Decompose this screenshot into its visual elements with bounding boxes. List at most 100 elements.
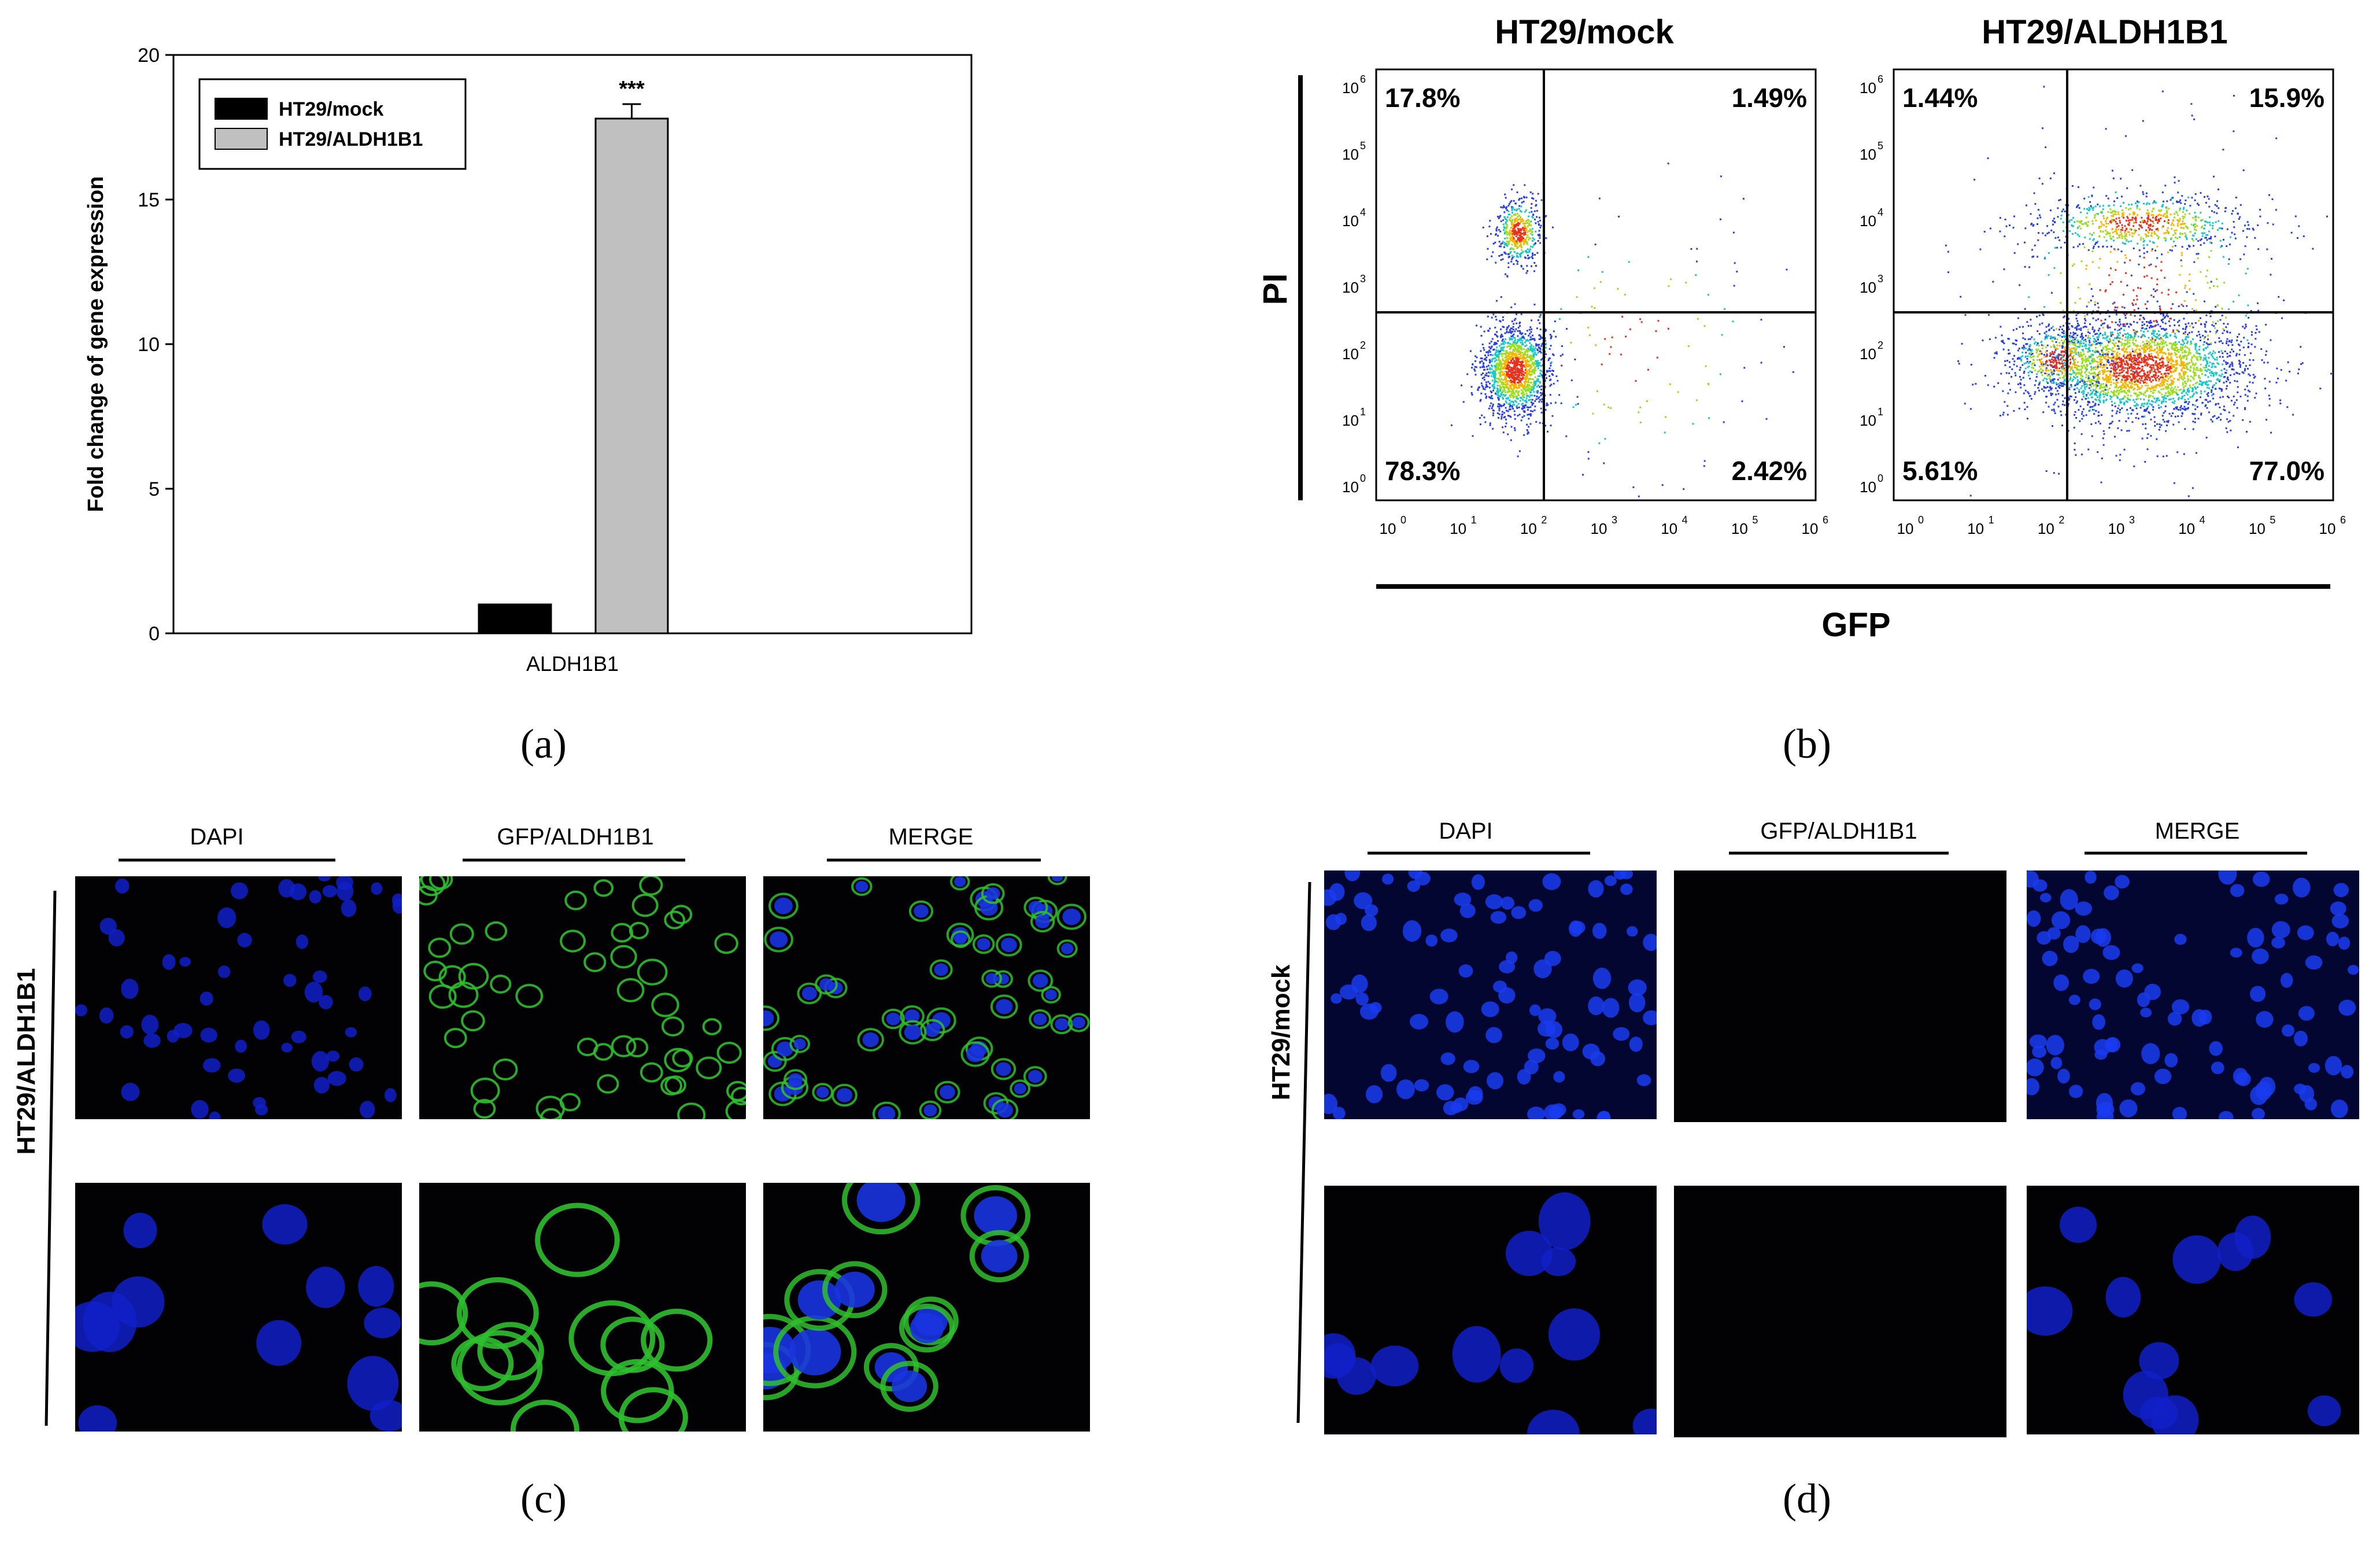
flow-event [1527,370,1529,372]
y-tick-exponent: 2 [1360,340,1366,351]
flow-event [1703,465,1705,467]
x-tick-exponent: 1 [1471,514,1477,526]
flow-event [2215,305,2217,308]
flow-event [2183,332,2185,334]
flow-event [2037,342,2039,344]
flow-event [1520,252,1522,254]
flow-event [2156,438,2158,440]
flow-event [2122,342,2124,345]
flow-event [1511,393,1513,395]
flow-event [1497,235,1499,237]
flow-event [1518,322,1521,324]
flow-event [1535,345,1538,347]
flow-event [2082,382,2085,384]
flow-event [1760,319,1762,321]
flow-event [2002,411,2005,414]
flow-event [2109,395,2111,397]
flow-event [2231,339,2233,341]
flow-event [1530,331,1532,333]
flow-event [2127,370,2129,372]
flow-event [2187,363,2189,366]
flow-event [1522,222,1524,224]
flow-event [1517,216,1519,217]
flow-event [2179,208,2181,209]
flow-event [2218,403,2219,405]
flow-event [2171,353,2173,355]
flow-event [2125,333,2127,335]
flow-event [1503,211,1506,213]
flow-event [2090,206,2093,208]
flow-event [1517,371,1520,373]
flow-event [1533,262,1536,264]
flow-event [1506,371,1508,373]
x-tick-label: 10 [1380,520,1396,537]
flow-event [2116,361,2119,364]
flow-event [2126,376,2128,378]
flow-event [2112,353,2115,355]
flow-event [2069,332,2072,334]
flow-event [2112,368,2115,370]
flow-event [2134,401,2136,403]
flow-event [2148,322,2150,324]
flow-event [2113,362,2115,364]
flow-event [2238,360,2240,362]
flow-event [2249,381,2251,383]
flow-event [2220,419,2222,421]
flow-event [1703,460,1706,462]
flow-event [1506,225,1508,227]
flow-event [1523,338,1525,340]
flow-event [1530,245,1532,248]
flow-event [1539,392,1542,394]
flow-event [1519,346,1521,348]
flow-event [2235,371,2238,374]
flow-event [1497,356,1499,358]
flow-event [1488,371,1490,374]
flow-event [1491,391,1493,393]
flow-event [2109,398,2112,400]
flow-event [2030,319,2032,321]
flow-event [2097,376,2100,378]
flow-event [2178,324,2181,327]
flow-event [2078,346,2080,348]
flow-event [1519,322,1521,323]
flow-event [1496,364,1499,366]
flow-event [1510,260,1513,263]
flow-event [1483,366,1485,368]
flow-event [2129,366,2131,368]
flow-event [1509,366,1511,368]
y-tick-exponent: 3 [1360,273,1366,285]
flow-event [2150,418,2152,420]
flow-event [1532,389,1534,391]
flow-event [2137,353,2139,355]
bar-aldh1b1 [594,117,669,634]
flow-event [1522,390,1524,393]
flow-event [2142,423,2144,425]
flow-event [2212,357,2215,359]
flow-event [2100,231,2102,233]
flow-event [1511,207,1513,209]
flow-event [2075,402,2078,404]
flow-event [2147,375,2149,377]
flow-event [1505,352,1507,354]
flow-event [2085,347,2087,349]
flow-event [2197,418,2200,420]
flow-event [1517,361,1519,363]
flow-event [2088,357,2090,359]
flow-event [2260,348,2263,350]
flow-event [2141,347,2143,349]
flow-event [2205,399,2208,401]
legend-swatch-aldh1b1 [215,128,268,150]
flow-event [2113,373,2116,375]
flow-event [1504,356,1506,359]
flow-event [2053,403,2055,405]
flow-event [2135,392,2137,394]
flow-event [2216,330,2219,332]
flow-event [2153,385,2156,388]
flow-event [2012,227,2015,229]
flow-event [2129,407,2131,409]
flow-event [1544,330,1547,332]
flow-event [2127,375,2130,377]
flow-event [2102,215,2105,217]
flow-event [2109,341,2111,343]
flow-event [1519,400,1521,402]
